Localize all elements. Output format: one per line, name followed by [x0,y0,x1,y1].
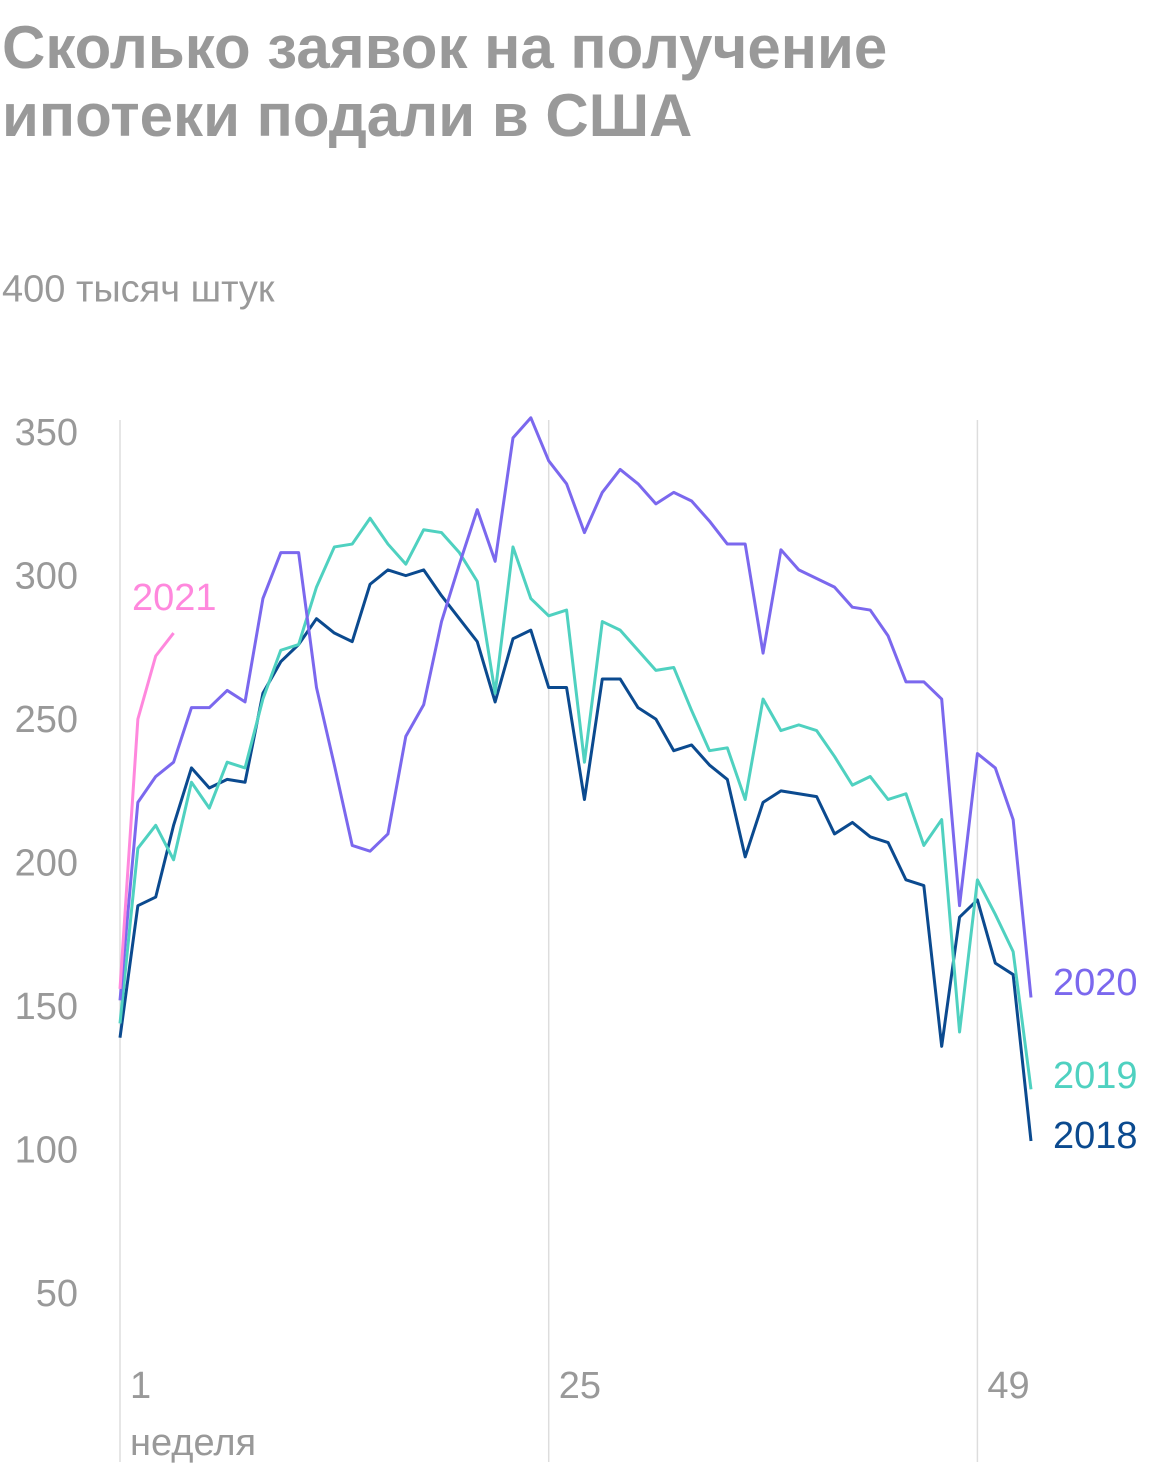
series-line [118,416,1033,1001]
chart-title: Сколько заявок на получение ипотеки пода… [2,14,888,149]
series-line [118,516,1033,1090]
y-tick-label: 300 [15,556,78,598]
x-tick-label: 49 [987,1365,1029,1407]
series-line [118,632,175,990]
series-label: 2018 [1053,1115,1138,1157]
y-tick-label: 350 [15,412,78,454]
y-tick-label: 100 [15,1130,78,1172]
y-tick-label: 50 [36,1273,78,1315]
x-tick-label: 25 [559,1365,601,1407]
y-tick-label: 200 [15,843,78,885]
x-axis-label: неделя [130,1422,256,1464]
y-tick-label: 150 [15,986,78,1028]
series-label: 2021 [132,577,217,619]
series-label: 2020 [1053,962,1138,1004]
x-tick-label: 1 [130,1365,151,1407]
y-tick-label: 250 [15,699,78,741]
series-label: 2019 [1053,1055,1138,1097]
y-tick-label: 400 тысяч штук [2,269,275,311]
